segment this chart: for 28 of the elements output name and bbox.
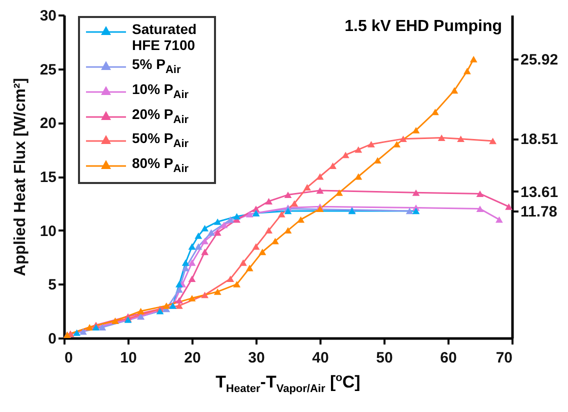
x-tick-label: 40 xyxy=(312,350,329,366)
x-tick-label: 60 xyxy=(440,350,457,366)
legend-label: 80% P$_{Air}$ xyxy=(132,155,190,177)
x-tick-label: 70 xyxy=(496,350,512,366)
y-axis-title: Applied Heat Flux [W/cm²] xyxy=(12,78,29,276)
legend-label: 5% P$_{Air}$ xyxy=(132,56,182,78)
y-tick-label: 10 xyxy=(40,222,56,240)
x-tick-label: 20 xyxy=(184,350,201,366)
y-tick-label: 25 xyxy=(40,61,56,78)
y2-tick-label: 13.61 xyxy=(520,184,558,201)
y2-tick-label: 18.51 xyxy=(520,131,558,148)
chart-title: 1.5 kV EHD Pumping xyxy=(344,18,502,36)
y-tick-label: 0 xyxy=(48,330,56,348)
y2-tick-label: 11.78 xyxy=(520,204,558,221)
x-axis-title: T$_{Heater}$-T$_{Vapor/Air}$ [$^{o}$C] xyxy=(214,372,362,396)
legend-label: Saturated HFE 7100 xyxy=(132,21,198,53)
legend-label: 20% P$_{Air}$ xyxy=(132,106,190,128)
y-tick-label: 30 xyxy=(40,8,56,24)
y2-tick-label: 25.92 xyxy=(520,51,558,68)
y-tick-label: 5 xyxy=(48,276,56,294)
y-tick-label: 15 xyxy=(40,169,56,186)
y-tick-label: 20 xyxy=(40,115,56,132)
x-tick-label: 0 xyxy=(64,350,73,366)
x-tick-label: 30 xyxy=(248,350,265,366)
x-tick-label: 50 xyxy=(376,350,393,366)
legend-label: 50% P$_{Air}$ xyxy=(132,130,190,152)
x-tick-label: 10 xyxy=(120,350,137,366)
legend-label: 10% P$_{Air}$ xyxy=(132,80,190,103)
